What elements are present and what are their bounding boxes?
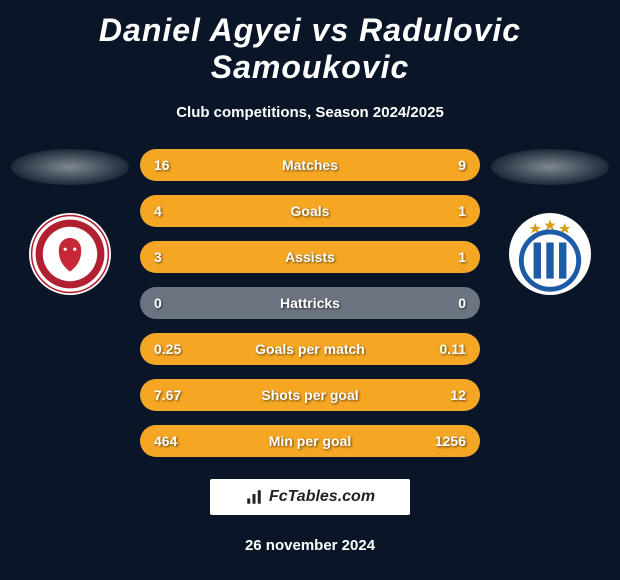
stat-value-left: 3 xyxy=(154,249,162,265)
stat-fill-left xyxy=(140,241,395,273)
player-right-photo-placeholder xyxy=(491,149,609,185)
stat-value-left: 464 xyxy=(154,433,177,449)
stat-fill-right xyxy=(395,241,480,273)
player-left-photo-placeholder xyxy=(11,149,129,185)
stat-row: Goals per match 0.25 0.11 xyxy=(140,333,480,365)
stat-value-right: 9 xyxy=(458,157,466,173)
chart-icon xyxy=(245,488,263,506)
stat-value-right: 1 xyxy=(458,249,466,265)
stat-label: Assists xyxy=(285,249,335,265)
stat-row: Matches 16 9 xyxy=(140,149,480,181)
stat-row: Goals 4 1 xyxy=(140,195,480,227)
content-row: Matches 16 9 Goals 4 1 Assists 3 1 Hattricks 0 0 Goa… xyxy=(0,149,620,457)
stat-label: Shots per goal xyxy=(261,387,358,403)
stat-value-right: 0 xyxy=(458,295,466,311)
subtitle: Club competitions, Season 2024/2025 xyxy=(0,104,620,121)
stat-label: Goals per match xyxy=(255,341,365,357)
stat-label: Hattricks xyxy=(280,295,340,311)
stat-row: Min per goal 464 1256 xyxy=(140,425,480,457)
stat-row: Shots per goal 7.67 12 xyxy=(140,379,480,411)
stat-label: Goals xyxy=(291,203,330,219)
stat-value-right: 1256 xyxy=(435,433,466,449)
leyton-orient-crest-icon xyxy=(30,214,110,294)
comparison-infographic: Daniel Agyei vs Radulovic Samoukovic Clu… xyxy=(0,0,620,580)
stat-label: Matches xyxy=(282,157,338,173)
branding-text: FcTables.com xyxy=(269,488,375,506)
page-title: Daniel Agyei vs Radulovic Samoukovic xyxy=(0,0,620,86)
stat-value-left: 0.25 xyxy=(154,341,181,357)
stat-value-left: 4 xyxy=(154,203,162,219)
club-crest-left xyxy=(29,213,111,295)
side-left xyxy=(10,149,130,295)
stat-value-left: 16 xyxy=(154,157,170,173)
stat-value-left: 0 xyxy=(154,295,162,311)
date-text: 26 november 2024 xyxy=(0,537,620,554)
side-right xyxy=(490,149,610,295)
stat-row: Assists 3 1 xyxy=(140,241,480,273)
stat-fill-left xyxy=(140,195,412,227)
stat-row: Hattricks 0 0 xyxy=(140,287,480,319)
stat-value-right: 12 xyxy=(450,387,466,403)
stat-value-right: 0.11 xyxy=(440,341,466,357)
stat-fill-right xyxy=(412,195,480,227)
stat-value-right: 1 xyxy=(458,203,466,219)
branding-badge: FcTables.com xyxy=(210,479,410,515)
club-crest-right xyxy=(509,213,591,295)
huddersfield-crest-icon xyxy=(509,212,591,296)
stat-label: Min per goal xyxy=(269,433,351,449)
stat-value-left: 7.67 xyxy=(154,387,181,403)
stat-bars: Matches 16 9 Goals 4 1 Assists 3 1 Hattricks 0 0 Goa… xyxy=(140,149,480,457)
